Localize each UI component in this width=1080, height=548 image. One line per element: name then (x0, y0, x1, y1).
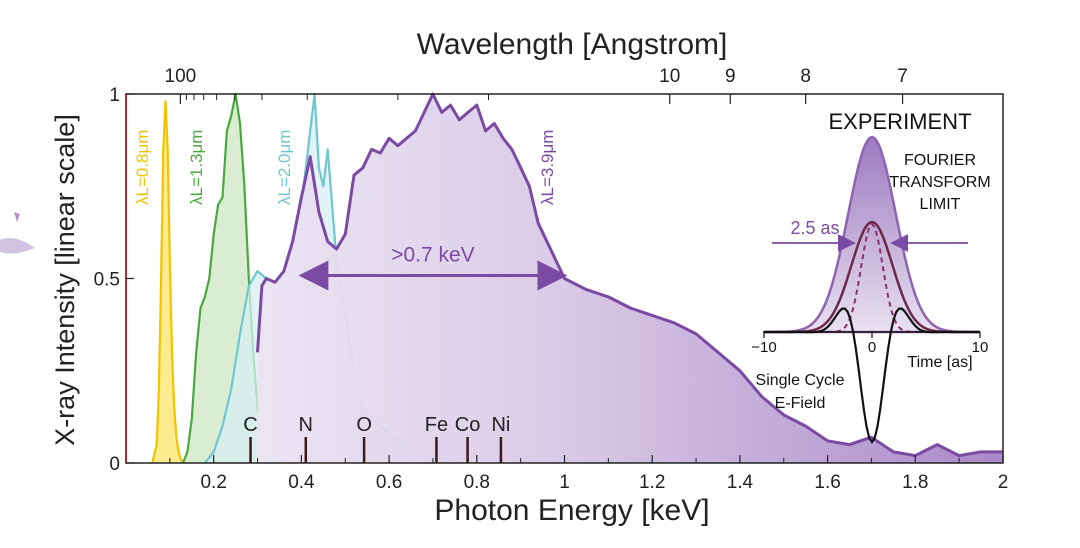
inset-ftl-label: LIMIT (920, 196, 961, 213)
energy-range-label: >0.7 keV (391, 244, 474, 267)
y-tick-label: 0.5 (94, 270, 120, 291)
series-label-1: λL=0.8μm (133, 130, 152, 205)
inset-tick-label: −10 (751, 339, 776, 356)
x-axis-title: Photon Energy [keV] (434, 494, 709, 527)
series-label-4: λL=3.9μm (538, 130, 557, 205)
inset-layer: EXPERIMENT FOURIER TRANSFORM LIMIT −10 0 10Tim… (751, 109, 991, 444)
x-tick-label: 0.6 (376, 472, 402, 493)
edge-fragment (0, 212, 35, 254)
x-tick-label: 1 (559, 472, 570, 493)
x-tick-label: 2 (998, 472, 1009, 493)
inset-tick-label: 0 (868, 339, 876, 356)
inset-ftl-label: TRANSFORM (889, 174, 990, 191)
series-area-4 (257, 94, 1003, 463)
series-line-1 (151, 100, 184, 464)
element-label: C (243, 414, 257, 436)
top-tick-label: 8 (800, 66, 811, 87)
x-tick-label: 0.8 (464, 472, 490, 493)
y-tick-label: 0 (109, 454, 120, 475)
series-line-4 (256, 92, 1003, 458)
inset-ftl-label: FOURIER (904, 152, 976, 169)
element-label: N (299, 414, 313, 436)
x-tick-label: 1.2 (639, 472, 665, 493)
inset-ftl-envelope (764, 135, 980, 334)
x-tick-label: 1.6 (814, 472, 840, 493)
element-label: Fe (425, 414, 448, 436)
x-tick-label: 0.2 (200, 472, 226, 493)
x-tick-label: 1.4 (727, 472, 754, 493)
y-tick-label: 1 (109, 85, 120, 106)
element-label: Ni (491, 414, 510, 436)
inset-title: EXPERIMENT (828, 109, 971, 134)
top-tick-label: 7 (897, 66, 908, 87)
x-tick-label: 1.8 (902, 472, 928, 493)
inset-efield-label: E-Field (775, 395, 826, 412)
inset-efield-label: Single Cycle (756, 372, 845, 389)
series-label-2: λL=1.3μm (187, 130, 206, 205)
top-tick-label: 100 (165, 66, 197, 87)
inset-tick-label: 10 (972, 339, 989, 356)
top-tick-label: 10 (659, 66, 680, 87)
element-label: O (356, 414, 372, 436)
element-label: Co (455, 414, 481, 436)
annotations-layer: >0.7 keV C N O Fe Co Ni (243, 244, 568, 463)
inset-width-label: 2.5 as (790, 218, 839, 238)
x-tick-label: 0.4 (288, 472, 315, 493)
top-axis-title: Wavelength [Angstrom] (417, 28, 728, 61)
top-tick-label: 9 (725, 66, 736, 87)
series-label-3: λL=2.0μm (275, 130, 294, 205)
inset-x-label: Time [as] (907, 354, 972, 371)
y-axis-title: X-ray Intensity [linear scale] (50, 114, 80, 446)
